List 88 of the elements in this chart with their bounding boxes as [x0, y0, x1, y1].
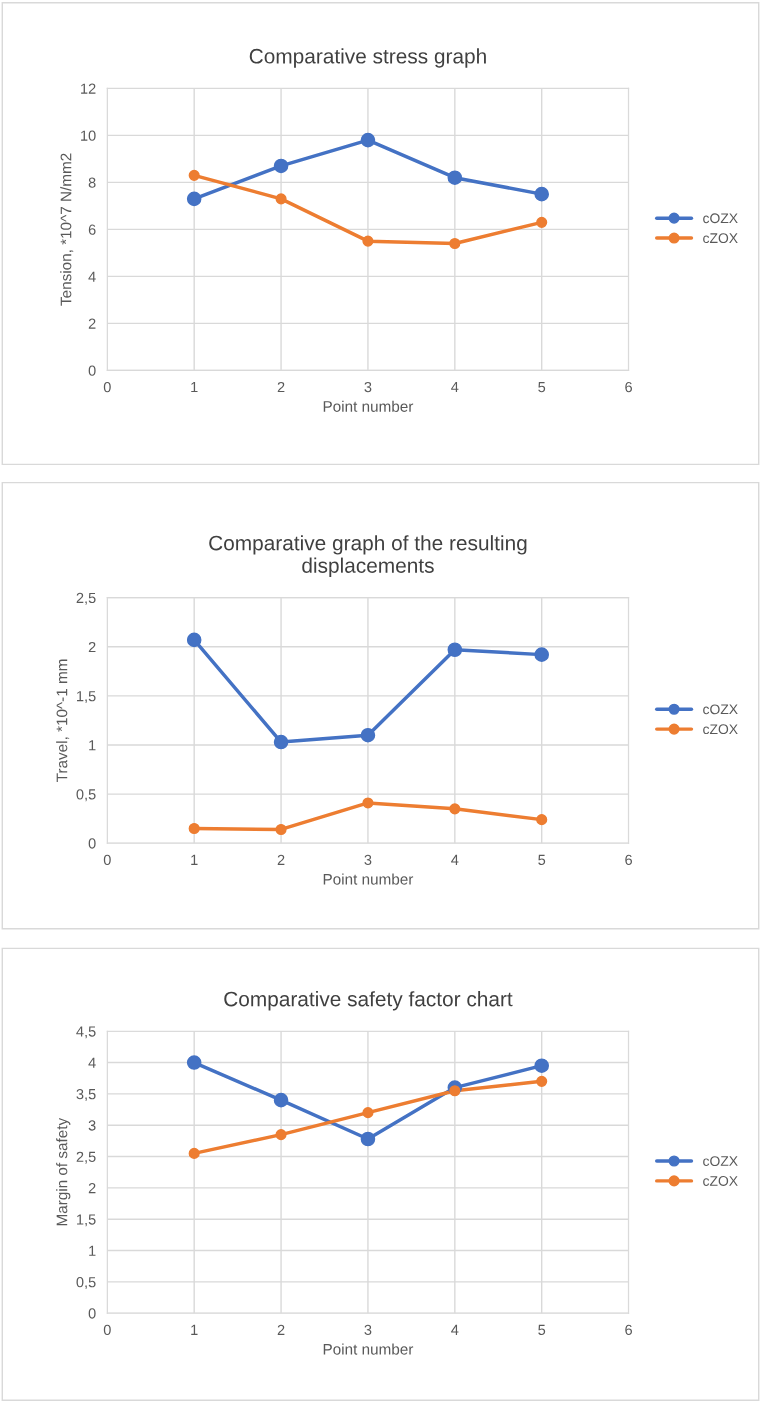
- x-tick-label: 5: [538, 382, 546, 393]
- point: [360, 1131, 376, 1147]
- y-tick-label: 1,5: [77, 691, 96, 704]
- point: [534, 647, 549, 662]
- y-tick-label: 4: [88, 1057, 96, 1068]
- point: [188, 169, 200, 181]
- x-tick-label: 5: [538, 1324, 546, 1336]
- point: [449, 1085, 461, 1097]
- y-tick-label: 2,5: [76, 1151, 96, 1164]
- y-tick-label: 0: [88, 838, 96, 849]
- x-tick-label: 4: [451, 1324, 459, 1335]
- x-tick-label: 2: [277, 1324, 285, 1335]
- chart-title: Comparative safety factor chart: [224, 991, 513, 1011]
- point: [362, 235, 374, 247]
- x-tick-label: 2: [277, 381, 285, 393]
- point: [186, 191, 202, 207]
- y-tick-label: 0: [88, 365, 96, 376]
- y-tick-label: 1: [89, 740, 96, 751]
- x-axis-title: Point number: [323, 1343, 414, 1355]
- y-tick-label: 12: [81, 83, 96, 94]
- point: [275, 823, 287, 836]
- point: [275, 1129, 287, 1141]
- x-tick-label: 4: [451, 382, 459, 393]
- y-tick-label: 4,5: [76, 1026, 96, 1039]
- y-tick-label: 8: [88, 177, 96, 188]
- legend-label: cOZX: [703, 213, 738, 224]
- y-axis-title: Travel, *10^-1 mm: [56, 659, 70, 782]
- y-tick-label: 0: [88, 1308, 96, 1319]
- y-tick-label: 4: [88, 271, 96, 282]
- point: [275, 193, 287, 205]
- point: [273, 734, 289, 750]
- point: [536, 216, 548, 228]
- point: [273, 1092, 289, 1108]
- x-tick-label: 2: [277, 854, 285, 865]
- point: [536, 814, 548, 826]
- point: [360, 132, 376, 148]
- point: [188, 822, 200, 835]
- point: [449, 803, 461, 815]
- x-axis-title: Point number: [323, 873, 414, 885]
- point: [362, 1107, 374, 1119]
- x-tick-label: 6: [625, 854, 632, 866]
- legend-label: cZOX: [703, 724, 738, 735]
- x-tick-label: 6: [625, 381, 632, 393]
- y-tick-label: 6: [88, 224, 96, 235]
- y-tick-label: 1: [89, 1245, 96, 1256]
- point: [360, 727, 376, 743]
- point: [449, 237, 461, 250]
- legend-label: cZOX: [703, 1176, 738, 1186]
- y-axis-title: Margin of safety: [56, 1117, 71, 1226]
- x-tick-label: 1: [191, 1324, 198, 1335]
- y-tick-label: 1,5: [77, 1214, 96, 1227]
- x-tick-label: 6: [625, 1324, 632, 1336]
- y-tick-label: 3,5: [76, 1088, 96, 1102]
- point: [447, 170, 463, 185]
- point: [186, 1055, 202, 1070]
- x-tick-label: 5: [538, 854, 546, 866]
- y-tick-label: 2: [88, 318, 96, 329]
- point: [188, 1147, 200, 1159]
- x-tick-label: 1: [191, 382, 198, 393]
- x-tick-label: 0: [103, 1324, 111, 1336]
- point: [534, 1058, 549, 1073]
- point: [447, 642, 463, 658]
- legend-label: cZOX: [703, 233, 738, 244]
- point: [362, 797, 374, 809]
- y-axis-title: Tension, *10^7 N/mm2: [60, 153, 74, 306]
- x-tick-label: 1: [191, 854, 198, 865]
- x-tick-label: 4: [451, 854, 459, 865]
- x-axis-title: Point number: [323, 400, 414, 412]
- y-tick-label: 2,5: [76, 592, 96, 605]
- point: [536, 1075, 548, 1087]
- x-tick-label: 3: [364, 1324, 372, 1336]
- y-tick-label: 2: [88, 641, 96, 653]
- y-tick-label: 0,5: [76, 789, 96, 802]
- y-tick-label: 3: [88, 1120, 96, 1131]
- x-tick-label: 0: [103, 381, 111, 393]
- legend-label: cOZX: [703, 1156, 738, 1166]
- x-tick-label: 3: [364, 381, 372, 393]
- point: [534, 186, 549, 202]
- y-tick-label: 10: [81, 130, 96, 141]
- x-tick-label: 3: [364, 854, 372, 866]
- y-tick-label: 0,5: [76, 1276, 96, 1290]
- x-tick-label: 0: [103, 854, 111, 866]
- point: [186, 632, 202, 648]
- chart-title: Comparative stress graph: [249, 48, 486, 68]
- y-tick-label: 2: [88, 1182, 96, 1194]
- legend-label: cOZX: [703, 704, 738, 715]
- chart-title: Comparative graph of the resulting displacements: [209, 535, 527, 577]
- point: [273, 158, 289, 174]
